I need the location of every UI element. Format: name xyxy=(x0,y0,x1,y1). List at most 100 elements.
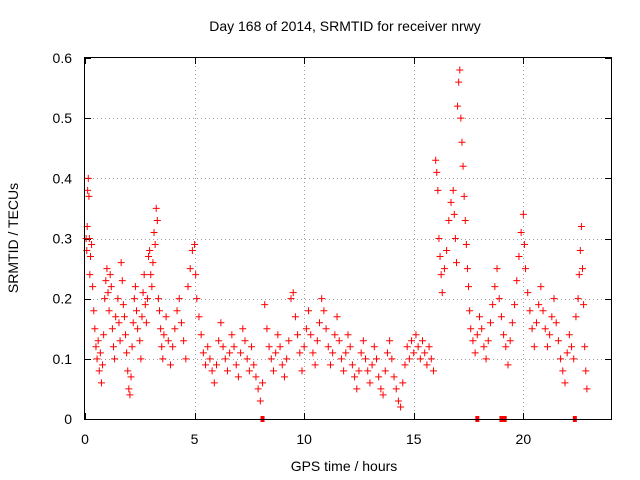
data-point xyxy=(508,319,516,327)
data-point xyxy=(388,355,396,363)
data-point xyxy=(186,265,194,273)
data-point xyxy=(213,361,220,369)
data-point xyxy=(173,307,181,315)
data-point xyxy=(215,337,223,345)
data-point xyxy=(254,385,262,393)
data-point xyxy=(460,192,468,200)
data-point xyxy=(147,271,155,279)
data-point xyxy=(520,241,528,249)
data-point xyxy=(493,265,501,273)
data-point xyxy=(103,265,111,273)
data-point xyxy=(143,295,151,303)
data-point xyxy=(548,313,556,321)
data-point xyxy=(379,391,387,399)
data-point xyxy=(399,379,407,387)
data-point xyxy=(357,349,365,357)
data-point xyxy=(437,271,445,279)
data-point xyxy=(298,367,306,375)
data-point xyxy=(331,331,339,339)
data-point xyxy=(541,325,549,333)
data-point xyxy=(90,307,98,315)
data-point xyxy=(184,283,192,291)
data-point xyxy=(151,241,159,249)
data-point xyxy=(124,367,132,375)
data-point xyxy=(96,349,104,357)
grid-lines xyxy=(85,58,611,419)
y-tick-label: 0.5 xyxy=(53,110,73,126)
y-axis-label: SRMTID / TECUs xyxy=(5,183,21,293)
y-tick-label: 0.4 xyxy=(53,170,73,186)
data-point xyxy=(353,385,361,393)
data-point xyxy=(191,241,199,249)
x-tick-label: 15 xyxy=(406,431,422,447)
data-point xyxy=(473,331,481,339)
data-point xyxy=(429,367,437,375)
data-point xyxy=(234,373,242,381)
x-tick-label: 10 xyxy=(296,431,312,447)
data-point xyxy=(210,379,218,387)
data-point xyxy=(535,301,543,309)
data-point xyxy=(484,337,492,345)
data-point xyxy=(156,307,164,315)
data-point xyxy=(471,349,479,357)
data-point xyxy=(263,325,271,333)
data-point xyxy=(397,403,405,411)
data-point xyxy=(458,138,466,146)
data-point xyxy=(359,337,367,345)
data-point xyxy=(120,313,128,321)
data-point xyxy=(364,367,372,375)
data-point xyxy=(443,247,451,255)
x-tick-label: 20 xyxy=(516,431,532,447)
data-point xyxy=(130,295,138,303)
y-tick-labels: 0 0.1 0.2 0.3 0.4 0.5 0.6 xyxy=(53,50,73,427)
data-point xyxy=(515,253,523,261)
data-point xyxy=(495,295,503,303)
data-point xyxy=(450,210,458,218)
data-point xyxy=(171,325,179,333)
data-point xyxy=(294,331,302,339)
data-point xyxy=(283,355,291,363)
data-point xyxy=(265,343,273,351)
data-point xyxy=(504,361,512,369)
data-point xyxy=(230,343,238,351)
data-point xyxy=(575,271,583,279)
data-point xyxy=(526,307,534,315)
data-point xyxy=(86,271,94,279)
data-point xyxy=(89,283,97,291)
data-point xyxy=(506,337,514,345)
data-point xyxy=(291,313,299,321)
data-point xyxy=(276,343,284,351)
data-point xyxy=(478,325,486,333)
data-point xyxy=(572,313,580,321)
data-point xyxy=(136,337,144,345)
data-point xyxy=(114,295,122,303)
data-point xyxy=(152,204,160,212)
data-point xyxy=(570,355,578,363)
data-point xyxy=(272,349,280,357)
data-point xyxy=(117,259,125,267)
data-point xyxy=(582,367,590,375)
data-point xyxy=(159,355,167,363)
x-axis-label: GPS time / hours xyxy=(291,458,398,474)
data-point xyxy=(296,349,304,357)
data-point xyxy=(368,361,376,369)
data-point xyxy=(557,355,565,363)
x-tick-label: 5 xyxy=(191,431,199,447)
data-point xyxy=(92,343,100,351)
data-point xyxy=(329,349,337,357)
data-point xyxy=(539,307,547,315)
data-point xyxy=(111,355,119,363)
data-point xyxy=(313,337,321,345)
data-point xyxy=(232,361,240,369)
data-point xyxy=(100,331,108,339)
data-point xyxy=(158,343,166,351)
data-point xyxy=(256,397,264,405)
y-tick-label: 0.3 xyxy=(53,231,73,247)
data-point xyxy=(455,78,463,86)
data-point xyxy=(245,367,253,375)
data-point xyxy=(351,373,359,381)
data-point xyxy=(302,325,310,333)
data-point xyxy=(390,373,398,381)
data-point xyxy=(489,301,497,309)
